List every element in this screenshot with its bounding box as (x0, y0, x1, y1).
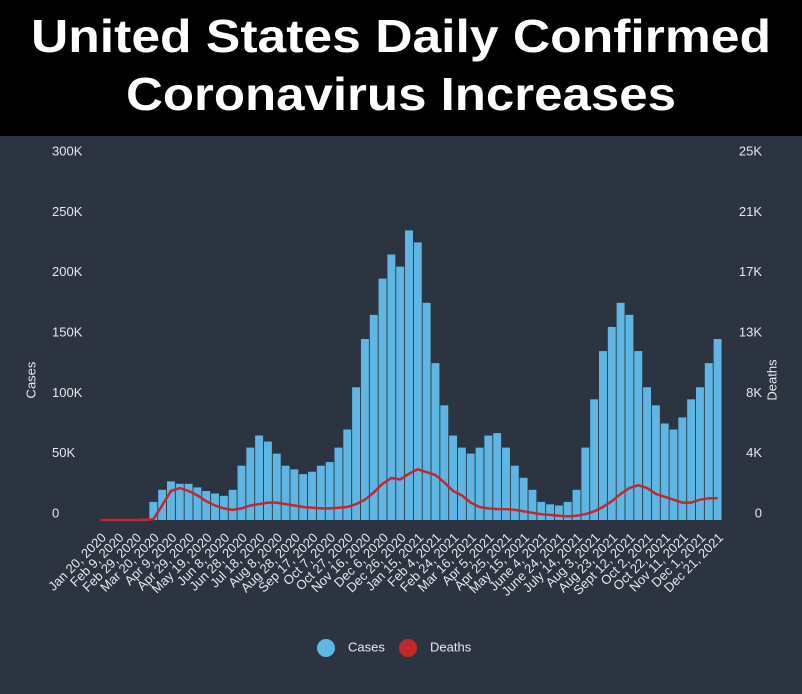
bar (599, 351, 607, 520)
y-tick-label: 0 (52, 505, 59, 520)
bar (572, 489, 581, 520)
bar (255, 435, 264, 520)
bar (263, 441, 272, 520)
chart-title: United States Daily Confirmed (31, 10, 771, 62)
bar (431, 363, 440, 520)
y2-axis-title: Deaths (764, 359, 779, 401)
bar (643, 387, 652, 520)
bar (475, 447, 484, 520)
bar (405, 230, 413, 520)
bar (290, 469, 299, 520)
bar (607, 326, 616, 520)
bar (651, 405, 660, 520)
bar (546, 504, 555, 520)
bar (449, 435, 458, 520)
bar (352, 387, 361, 520)
bar (537, 501, 546, 520)
bar (502, 447, 510, 520)
bar (493, 433, 502, 520)
y-tick-label: 300K (52, 143, 83, 158)
bar (519, 477, 528, 520)
bar (325, 462, 334, 520)
bar (422, 302, 431, 520)
bar (369, 314, 378, 520)
bar (193, 487, 202, 520)
y2-tick-label: 25K (739, 143, 762, 158)
bar (237, 465, 246, 520)
y-tick-label: 150K (52, 324, 83, 339)
bar (299, 474, 308, 520)
legend-label: Deaths (430, 639, 472, 654)
y2-tick-label: 13K (739, 324, 762, 339)
bar (308, 471, 316, 520)
legend-marker (317, 639, 335, 657)
bar (184, 483, 193, 520)
bar (554, 505, 563, 520)
line (100, 468, 718, 522)
y2-tick-label: 0 (755, 505, 762, 520)
bar (466, 453, 475, 520)
bar (360, 339, 369, 520)
bar (334, 447, 343, 520)
bar (581, 447, 590, 520)
bar (228, 489, 237, 520)
y2-tick-label: 8K (746, 385, 762, 400)
bar (202, 491, 211, 520)
bar (563, 501, 572, 520)
legend-marker (399, 639, 417, 657)
y2-tick-label: 21K (739, 204, 762, 219)
bar (660, 423, 669, 520)
bar (713, 339, 722, 520)
bar (687, 399, 696, 520)
bar (413, 242, 422, 520)
y2-tick-label: 17K (739, 264, 762, 279)
bar (590, 399, 599, 520)
y-tick-label: 100K (52, 385, 83, 400)
bar (704, 363, 713, 520)
bar (387, 254, 396, 521)
bar (625, 314, 634, 520)
bar (281, 465, 290, 520)
bar (669, 429, 678, 520)
bar (528, 489, 537, 520)
chart-title: Coronavirus Increases (126, 68, 676, 120)
bar (166, 481, 175, 520)
bar (175, 483, 184, 520)
y2-tick-label: 4K (746, 445, 762, 460)
bar (457, 447, 466, 520)
bar (316, 465, 325, 520)
bar (484, 435, 493, 520)
y-axis-title: Cases (23, 361, 38, 398)
y-tick-label: 250K (52, 204, 83, 219)
bar (510, 465, 519, 520)
header (0, 0, 802, 136)
bar (396, 266, 405, 520)
bar (634, 351, 643, 520)
bar (440, 405, 449, 520)
bar (695, 387, 704, 520)
bar (678, 417, 687, 520)
legend-label: Cases (348, 639, 385, 654)
y-tick-label: 50K (52, 445, 75, 460)
y-tick-label: 200K (52, 264, 83, 279)
bar (272, 453, 281, 520)
bar (149, 501, 158, 520)
bar (616, 302, 625, 520)
bar (246, 447, 255, 520)
bar (343, 429, 352, 520)
bar (378, 278, 387, 520)
